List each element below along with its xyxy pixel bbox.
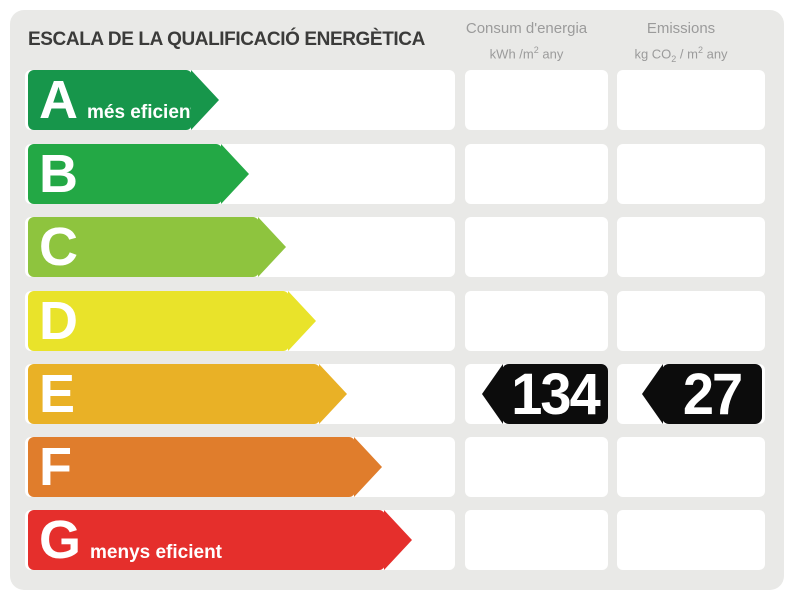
rating-bar-c: C: [28, 217, 286, 277]
consum-cell: [465, 70, 608, 130]
column-header-consum: Consum d'energia kWh /m2 any: [455, 20, 598, 62]
bar-arrow-tip: [384, 510, 412, 570]
consum-header-unit: kWh /m2 any: [489, 45, 564, 62]
bar-arrow-tip: [191, 70, 219, 130]
emissions-cell: 27: [617, 360, 765, 427]
rating-bar-f: F: [28, 437, 382, 497]
consum-value: 134: [511, 360, 600, 427]
scale-row-f: F: [25, 437, 769, 497]
rating-letter: F: [39, 437, 72, 497]
emissions-cell: [617, 510, 765, 570]
rating-bar-b: B: [28, 144, 249, 204]
scale-row-c: C: [25, 217, 769, 277]
consum-cell: [465, 144, 608, 204]
rating-letter: D: [39, 291, 78, 351]
scale-row-a: A més eficient: [25, 70, 769, 130]
bar-arrow-tip: [288, 291, 316, 351]
rating-letter: B: [39, 144, 78, 204]
bar-arrow-tip: [258, 217, 286, 277]
energy-certificate-panel: ESCALA DE LA QUALIFICACIÓ ENERGÈTICA Con…: [10, 10, 784, 590]
emissions-header-title: Emissions: [646, 20, 716, 37]
scale-row-e: E 134 27: [25, 360, 769, 427]
consum-value-badge: 134: [482, 360, 608, 427]
consum-cell: [465, 217, 608, 277]
rating-bar-g: G menys eficient: [28, 510, 412, 570]
consum-cell: [465, 291, 608, 351]
rating-letter: E: [39, 364, 76, 424]
emissions-value: 27: [682, 360, 743, 427]
column-header-emissions: Emissions kg CO2 / m2 any: [607, 20, 755, 67]
consum-cell: 134: [465, 360, 608, 427]
bar-arrow-tip: [221, 144, 249, 204]
bar-arrow-tip: [319, 364, 347, 424]
rating-bar-d: D: [28, 291, 316, 351]
emissions-cell: [617, 291, 765, 351]
rating-bar-a: A més eficient: [28, 70, 219, 130]
emissions-header-unit: kg CO2 / m2 any: [634, 45, 728, 64]
scale-row-g: G menys eficient: [25, 510, 769, 570]
emissions-cell: [617, 144, 765, 204]
consum-header-title: Consum d'energia: [465, 20, 588, 37]
efficiency-label-least: menys eficient: [90, 542, 223, 563]
rating-bar-e: E: [28, 364, 347, 424]
emissions-cell: [617, 217, 765, 277]
scale-row-b: B: [25, 144, 769, 204]
badge-arrow-tip: [642, 364, 663, 424]
scale-row-d: D: [25, 291, 769, 351]
rating-letter: G: [39, 510, 82, 570]
emissions-value-badge: 27: [642, 360, 762, 427]
badge-arrow-tip: [482, 364, 503, 424]
efficiency-label-most: més eficient: [87, 102, 197, 123]
page-title: ESCALA DE LA QUALIFICACIÓ ENERGÈTICA: [28, 29, 425, 50]
rating-letter: C: [39, 217, 78, 277]
bar-arrow-tip: [354, 437, 382, 497]
consum-cell: [465, 510, 608, 570]
emissions-cell: [617, 437, 765, 497]
consum-cell: [465, 437, 608, 497]
emissions-cell: [617, 70, 765, 130]
rating-letter: A: [39, 70, 78, 130]
